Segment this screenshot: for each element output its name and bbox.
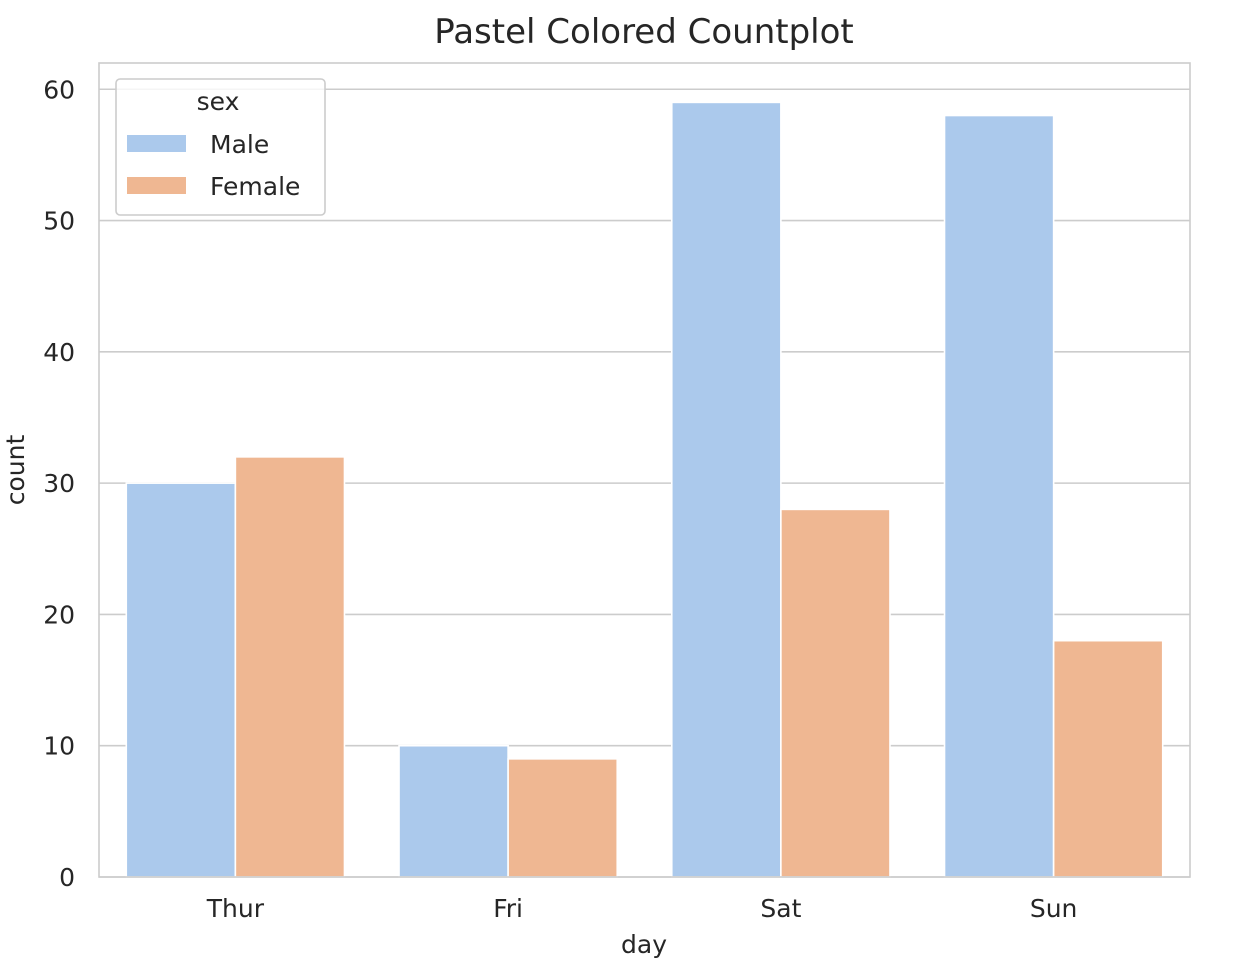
y-tick-label: 0 xyxy=(59,863,75,892)
y-tick-label: 30 xyxy=(43,469,75,498)
bar-thur-female xyxy=(234,456,346,878)
x-tick-label-sun: Sun xyxy=(1030,894,1078,923)
bar-fri-female xyxy=(507,758,619,878)
bar-sun-female xyxy=(1052,639,1164,878)
legend-swatch-male xyxy=(127,135,186,152)
bar-sun-male xyxy=(943,114,1055,878)
x-axis-ticks: Thur Fri Sat Sun xyxy=(206,894,1078,923)
legend-title: sex xyxy=(197,87,240,116)
plot-frame xyxy=(98,62,1191,878)
x-tick-label-fri: Fri xyxy=(493,894,523,923)
bar-thur-male xyxy=(125,482,237,878)
chart-title: Pastel Colored Countplot xyxy=(434,12,854,52)
bars-group xyxy=(125,101,1164,878)
y-axis-ticks: 0 10 20 30 40 50 60 xyxy=(43,75,75,892)
y-tick-label: 10 xyxy=(43,732,75,761)
y-tick-label: 60 xyxy=(43,75,75,104)
legend-label-female: Female xyxy=(210,172,300,201)
legend-swatch-female xyxy=(127,177,186,194)
x-tick-label-thur: Thur xyxy=(206,894,265,923)
y-tick-label: 20 xyxy=(43,600,75,629)
y-axis-label: count xyxy=(1,435,30,506)
legend-label-male: Male xyxy=(210,130,269,159)
legend: sex Male Female xyxy=(115,78,326,216)
bar-sat-female xyxy=(780,508,891,878)
x-axis-label: day xyxy=(621,930,667,959)
y-tick-label: 50 xyxy=(43,207,75,236)
y-tick-label: 40 xyxy=(43,338,75,367)
bar-sat-male xyxy=(670,101,782,878)
x-tick-label-sat: Sat xyxy=(760,894,801,923)
bar-fri-male xyxy=(398,744,509,878)
